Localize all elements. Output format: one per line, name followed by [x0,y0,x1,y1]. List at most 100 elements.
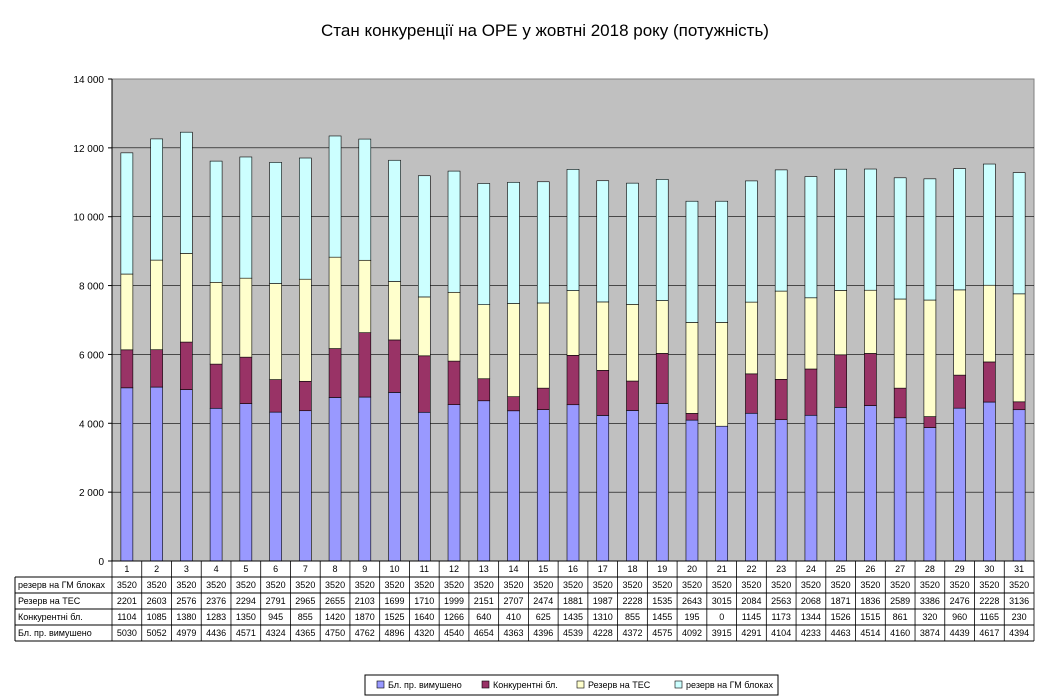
table-cell-value: 3520 [920,580,940,590]
bar-segment [388,392,401,562]
bar-segment [358,138,372,261]
x-category-label: 5 [243,564,248,574]
bar-segment [983,361,996,403]
bar-segment [655,300,669,354]
bar-segment [388,159,401,282]
table-cell-value: 3520 [266,580,286,590]
table-cell-value: 640 [476,612,491,622]
x-category-label: 16 [568,564,578,574]
table-cell-value: 4365 [295,628,315,638]
bar-segment [180,341,193,390]
bar-segment [1012,293,1026,403]
bar-segment [150,386,163,562]
legend-swatch [674,680,683,689]
table-cell-value: 1526 [831,612,851,622]
table-cell-value: 1165 [980,612,999,622]
bar-segment [953,374,966,409]
bar-segment [864,289,877,354]
bar-segment [328,135,342,258]
table-cell-value: 3520 [771,580,791,590]
bar-segment [120,152,134,275]
bar-segment [417,175,431,298]
bar-segment [596,415,610,562]
table-cell-value: 2603 [147,596,167,606]
bar-segment [180,389,193,562]
table-cell-value: 3520 [979,580,999,590]
bar-segment [477,183,491,305]
table-cell-value: 855 [298,612,313,622]
bar-segment [1012,172,1026,295]
bar-segment [893,417,907,562]
table-cell-value: 1455 [652,612,672,622]
bar-segment [269,379,282,413]
bar-segment [447,170,461,293]
bar-segment [239,156,253,279]
table-cell-value: 4571 [236,628,256,638]
bar-segment [536,181,550,304]
table-cell-value: 4291 [741,628,761,638]
table-cell-value: 1836 [860,596,880,606]
table-cell-value: 1145 [742,612,761,622]
table-cell-value: 3520 [206,580,226,590]
bar-segment [566,290,580,356]
legend-label: Бл. пр. вимушено [388,680,462,690]
table-cell-value: 1640 [414,612,434,622]
table-cell-value: 320 [922,612,937,622]
bar-segment [864,168,877,291]
bar-segment [685,419,699,562]
x-category-label: 1 [124,564,129,574]
bar-segment [477,400,491,562]
bar-segment [507,303,520,397]
table-cell-value: 4394 [1009,628,1029,638]
bar-segment [120,273,134,351]
y-tick-label: 12 000 [73,144,104,155]
bar-segment [269,411,282,562]
bar-segment [923,299,937,417]
x-category-label: 28 [925,564,935,574]
bar-segment [864,405,877,562]
table-cell-value: 1515 [860,612,880,622]
table-cell-value: 1104 [117,612,136,622]
table-cell-value: 960 [952,612,967,622]
bar-segment [774,419,788,562]
bar-segment [477,378,491,402]
table-cell-value: 3520 [950,580,970,590]
table-cell-value: 1870 [355,612,375,622]
legend-box [364,674,779,696]
table-cell-value: 3520 [295,580,315,590]
table-cell-value: 5052 [147,628,167,638]
table-cell-value: 1310 [593,612,613,622]
table-cell-value: 1871 [831,596,851,606]
table-cell-value: 4617 [979,628,999,638]
table-cell-value: 1173 [772,612,791,622]
table-cell-value: 2228 [979,596,999,606]
legend: Бл. пр. вимушено Конкурентні бл. Резерв на… [364,674,779,696]
bar-segment [239,403,253,562]
bar-segment [626,304,639,382]
table-cell-value: 410 [506,612,521,622]
bar-segment [566,355,580,406]
x-category-label: 30 [984,564,994,574]
table-cell-value: 3520 [831,580,851,590]
x-category-label: 14 [509,564,519,574]
table-cell-value: 2965 [295,596,315,606]
table-cell-value: 1344 [801,612,821,622]
table-cell-value: 3520 [117,580,137,590]
table-cell-value: 3520 [890,580,910,590]
x-category-label: 18 [627,564,637,574]
table-cell-value: 3520 [860,580,880,590]
table-cell-value: 3520 [712,580,732,590]
x-category-label: 15 [538,564,548,574]
bar-segment [507,181,520,304]
bar-segment [269,283,282,380]
x-category-label: 26 [865,564,875,574]
table-cell-value: 2563 [771,596,791,606]
bar-segment [388,281,401,341]
bar-segment [804,297,818,370]
bar-segment [715,425,729,562]
table-cell-value: 3520 [325,580,345,590]
x-category-label: 8 [333,564,338,574]
table-cell-value: 4324 [266,628,286,638]
table-cell-value: 2576 [176,596,196,606]
